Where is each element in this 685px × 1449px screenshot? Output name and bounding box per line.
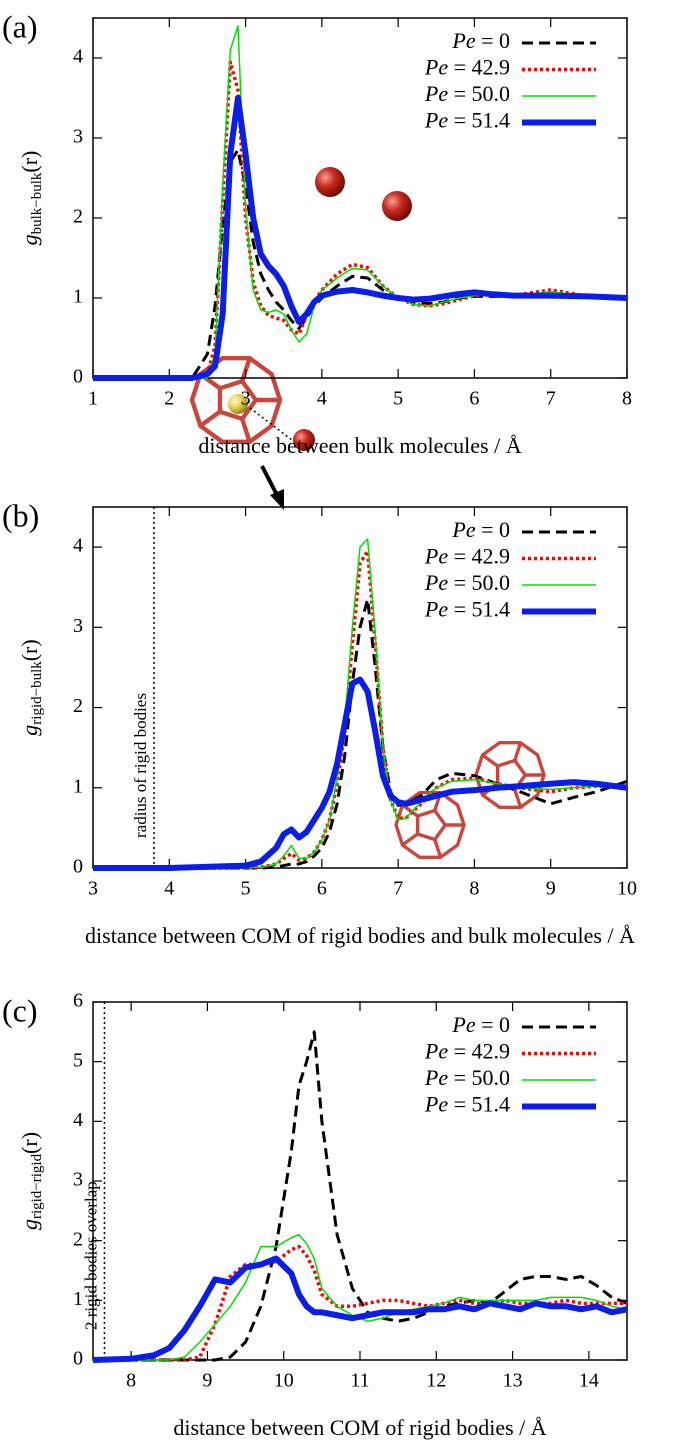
y-tick-label: 4 <box>73 1109 83 1131</box>
legend-label: Pe = 51.4 <box>424 1092 510 1117</box>
y-tick-label: 4 <box>73 46 83 68</box>
y-label-argument: (r) <box>17 639 42 661</box>
legend-label: Pe = 42.9 <box>424 1039 510 1064</box>
y-tick-label: 4 <box>73 535 83 557</box>
x-tick-label: 6 <box>469 388 479 410</box>
x-tick-label: 8 <box>126 1370 136 1392</box>
series-line <box>93 25 628 379</box>
decoration-a <box>315 167 412 221</box>
x-tick-label: 7 <box>393 878 403 900</box>
y-tick-label: 2 <box>73 1228 83 1250</box>
x-tick-label: 5 <box>241 878 251 900</box>
y-label-subscript: rigid−bulk <box>29 661 45 725</box>
series-line <box>93 60 628 380</box>
x-tick-label: 10 <box>617 878 637 900</box>
y-tick-label: 0 <box>73 366 83 388</box>
legend-label: Pe = 42.9 <box>424 544 510 569</box>
legend-label: Pe = 0 <box>451 28 510 53</box>
series-line <box>93 549 627 870</box>
y-label-argument: (r) <box>17 1132 42 1154</box>
x-tick-label: 9 <box>202 1370 212 1392</box>
x-tick-label: 6 <box>317 878 327 900</box>
x-tick-label: 7 <box>546 388 556 410</box>
x-tick-label: 2 <box>164 388 174 410</box>
y-tick-label: 3 <box>73 615 83 637</box>
y-tick-label: 0 <box>73 856 83 878</box>
panel-label: (c) <box>2 992 38 1028</box>
x-tick-label: 13 <box>503 1370 523 1392</box>
y-label-subscript: rigid−rigid <box>29 1153 45 1219</box>
series-line <box>93 538 627 869</box>
decoration-b <box>192 358 315 510</box>
x-tick-label: 12 <box>426 1370 446 1392</box>
y-tick-label: 1 <box>73 286 83 308</box>
x-axis-label: distance between bulk molecules / Å <box>198 433 521 458</box>
legend-label: Pe = 51.4 <box>424 108 510 133</box>
panel-label: (a) <box>2 8 38 44</box>
panel-label: (b) <box>2 497 39 533</box>
x-tick-label: 3 <box>241 388 251 410</box>
y-label-argument: (r) <box>17 151 42 173</box>
plot-frame <box>92 506 628 869</box>
x-tick-label: 4 <box>164 878 174 900</box>
x-tick-label: 9 <box>546 878 556 900</box>
series-line <box>93 1030 628 1362</box>
x-axis-label: distance between COM of rigid bodies and… <box>85 923 635 948</box>
legend-label: Pe = 0 <box>451 517 510 542</box>
series-line <box>92 1255 628 1363</box>
y-tick-label: 0 <box>73 1348 83 1370</box>
y-label-symbol: g <box>17 725 42 736</box>
y-tick-label: 3 <box>73 126 83 148</box>
x-tick-label: 10 <box>274 1370 294 1392</box>
series-line <box>93 95 628 381</box>
y-axis-label: gbulk−bulk(r) <box>17 151 45 246</box>
x-tick-label: 4 <box>317 388 327 410</box>
x-tick-label: 8 <box>622 388 632 410</box>
y-tick-label: 5 <box>73 1049 83 1071</box>
legend-label: Pe = 51.4 <box>424 597 510 622</box>
legend-label: Pe = 42.9 <box>424 55 510 80</box>
y-tick-label: 1 <box>73 775 83 797</box>
x-tick-label: 5 <box>393 388 403 410</box>
reference-label: 2 rigid bodies overlap <box>81 1181 100 1330</box>
x-tick-label: 8 <box>469 878 479 900</box>
x-tick-label: 14 <box>579 1370 599 1392</box>
y-axis-label: grigid−bulk(r) <box>17 639 45 735</box>
y-tick-label: 2 <box>73 206 83 228</box>
y-axis-label: grigid−rigid(r) <box>17 1132 45 1230</box>
y-label-symbol: g <box>17 234 42 245</box>
y-tick-label: 2 <box>73 695 83 717</box>
plot-frame <box>92 17 628 379</box>
legend-label: Pe = 50.0 <box>424 1065 510 1090</box>
series-line <box>93 676 628 871</box>
y-tick-label: 1 <box>73 1288 83 1310</box>
y-tick-label: 6 <box>73 990 83 1012</box>
y-tick-label: 3 <box>73 1169 83 1191</box>
series-line <box>93 597 628 870</box>
series-line <box>93 148 628 380</box>
x-tick-label: 11 <box>350 1370 369 1392</box>
y-label-symbol: g <box>17 1219 42 1230</box>
legend-label: Pe = 0 <box>451 1012 510 1037</box>
legend-label: Pe = 50.0 <box>424 81 510 106</box>
x-axis-label: distance between COM of rigid bodies / Å <box>173 1415 546 1440</box>
legend-label: Pe = 50.0 <box>424 570 510 595</box>
reference-label: radius of rigid bodies <box>131 693 150 838</box>
x-tick-label: 3 <box>88 878 98 900</box>
y-label-subscript: bulk−bulk <box>29 172 45 234</box>
x-tick-label: 1 <box>88 388 98 410</box>
